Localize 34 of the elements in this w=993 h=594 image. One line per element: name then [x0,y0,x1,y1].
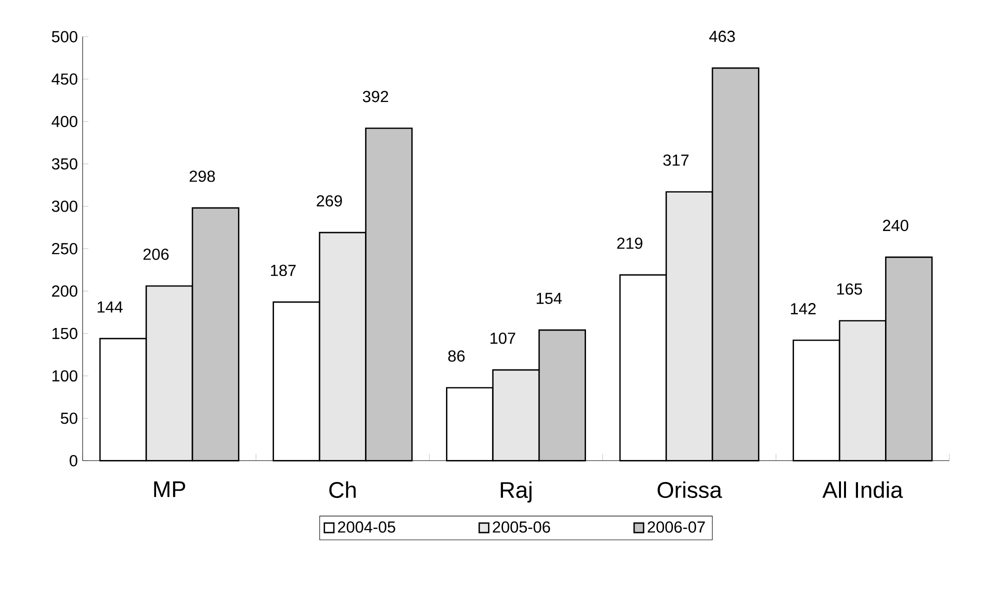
y-tick-label: 250 [52,243,78,254]
y-tick-label: 150 [52,328,78,340]
legend-label: 2006-07 [648,521,705,533]
data-label: 206 [143,248,169,260]
x-tick-label: MP [154,481,186,497]
data-label: 86 [448,350,465,362]
data-label: 317 [663,154,689,166]
x-tick-label: Ch [329,481,356,498]
data-label: 142 [790,303,816,314]
y-tick-label: 500 [52,31,78,42]
data-label: 165 [837,283,862,295]
y-tick-label: 450 [52,73,78,85]
data-label: 107 [490,332,516,344]
y-tick-label: 200 [52,285,78,297]
y-tick-label: 350 [52,158,78,170]
legend-label: 2005-06 [492,521,550,533]
data-label: 144 [98,302,123,313]
data-label: 187 [270,264,296,276]
legend-label: 2004-05 [338,521,396,533]
data-label: 392 [362,90,388,102]
y-tick-label: 0 [70,455,78,466]
data-label: 219 [617,238,642,249]
y-tick-label: 50 [60,412,78,424]
y-tick-label: 100 [52,370,78,382]
x-tick-label: All India [822,481,903,498]
data-label: 298 [190,170,215,182]
data-label: 463 [709,30,735,42]
x-tick-label: Raj [500,481,532,503]
data-label: 154 [536,292,562,304]
y-tick-label: 400 [52,116,78,128]
data-label: 269 [316,195,342,207]
data-label: 240 [883,220,908,232]
x-tick-label: Orissa [658,481,722,498]
y-tick-label: 300 [52,200,78,212]
